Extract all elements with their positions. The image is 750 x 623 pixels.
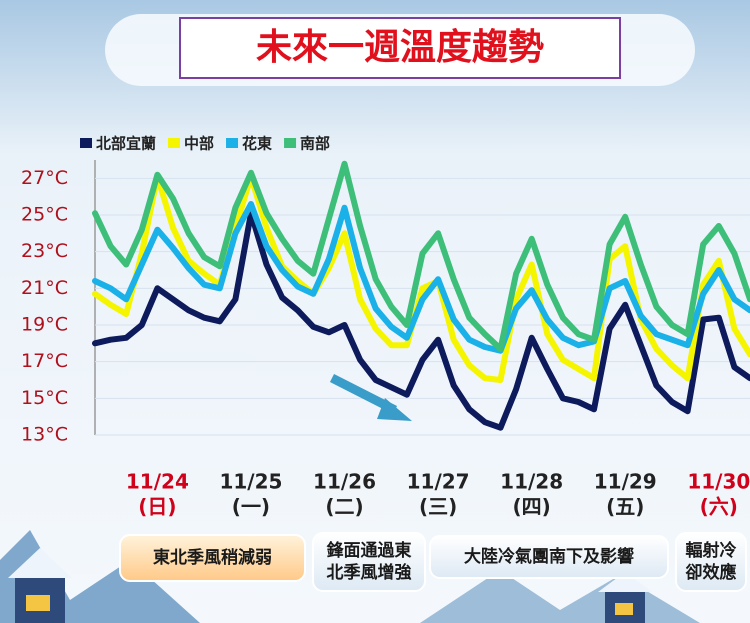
x-tick-label: 11/28 [500, 470, 563, 494]
x-tick-label: 11/25 [219, 470, 282, 494]
series-line [92, 201, 750, 354]
legend: 北部宜蘭 中部 花東 南部 [80, 135, 330, 153]
annotation-text: 大陸冷氣團南下及影響 [464, 546, 634, 567]
annotation-box [429, 535, 669, 579]
title-box [179, 17, 621, 79]
x-tick-label: 11/29 [594, 470, 657, 494]
weekday-label: (四) [513, 495, 551, 519]
annotation-box [312, 532, 426, 592]
x-tick-label: 11/27 [407, 470, 470, 494]
annotation-box [675, 532, 747, 592]
weekday-label: (一) [232, 495, 270, 519]
annotation-text: 鋒面通過東 [326, 540, 412, 561]
y-tick-label: 13°C [21, 424, 68, 446]
y-tick-label: 21°C [21, 277, 68, 299]
legend-swatch [284, 138, 297, 148]
weekday-label: (五) [606, 495, 644, 519]
x-tick-label: 11/24 [126, 470, 189, 494]
x-tick-label: 11/30 [687, 470, 750, 494]
weekday-label: (三) [419, 495, 457, 519]
x-tick-label: 11/26 [313, 470, 376, 494]
weekday-label: (日) [138, 495, 176, 519]
series-line [92, 160, 750, 352]
annotation-box [119, 534, 306, 582]
legend-label: 中部 [184, 135, 214, 153]
annotation-text: 輻射冷 [686, 540, 737, 561]
chart-title: 未來一週溫度趨勢 [256, 27, 544, 68]
weekday-label: (二) [325, 495, 363, 519]
annotation-text: 北季風增強 [327, 562, 412, 583]
annotation-text: 卻效應 [685, 562, 737, 583]
trend-arrow [329, 373, 412, 421]
legend-swatch [168, 138, 181, 148]
series-line [92, 210, 750, 431]
annotation-text: 東北季風稍減弱 [153, 547, 272, 568]
y-tick-label: 27°C [21, 167, 68, 189]
y-tick-label: 25°C [21, 204, 68, 226]
legend-label: 花東 [242, 135, 272, 153]
y-tick-label: 15°C [21, 387, 68, 409]
y-tick-label: 17°C [21, 350, 68, 372]
legend-swatch [226, 138, 239, 148]
legend-label: 南部 [300, 135, 330, 153]
weekday-label: (六) [700, 495, 738, 519]
house [8, 548, 652, 623]
y-tick-label: 23°C [21, 240, 68, 262]
y-tick-label: 19°C [21, 314, 68, 336]
legend-swatch [80, 138, 92, 148]
legend-label: 北部宜蘭 [96, 135, 156, 153]
